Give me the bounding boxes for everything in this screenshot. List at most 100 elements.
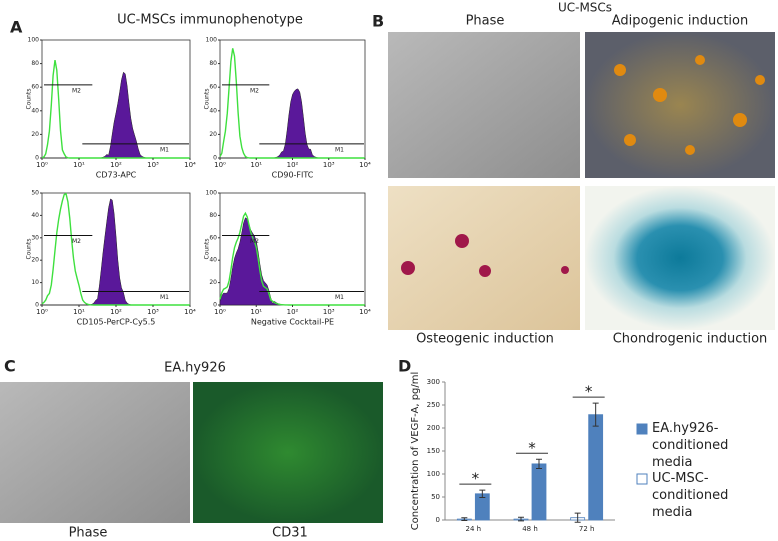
x-tick-label: 10²: [287, 161, 299, 169]
y-tick-label: 50: [31, 190, 39, 197]
y-tick-label: 60: [209, 84, 217, 91]
x-tick-label: 10²: [110, 308, 122, 316]
x-tick-label: 10²: [110, 161, 122, 169]
significance-label: *: [585, 383, 593, 401]
micrograph: [193, 382, 383, 523]
legend-entry: EA.hy926-conditioned media: [652, 421, 729, 470]
y-axis-label: Counts: [26, 89, 33, 110]
x-tick-label: 72 h: [579, 525, 595, 533]
x-tick-label: 10⁰: [214, 161, 226, 169]
lipid-droplets: [614, 55, 765, 155]
y-tick-label: 60: [209, 234, 217, 241]
y-tick-label: 0: [213, 302, 217, 309]
y-tick-label: 100: [28, 37, 40, 44]
micrograph: [388, 32, 580, 178]
y-tick-label: 100: [206, 37, 218, 44]
micrograph: [0, 382, 190, 523]
gate-label: M2: [250, 238, 259, 245]
y-tick-label: 20: [209, 131, 217, 138]
y-tick-label: 20: [31, 257, 39, 264]
gate-label: M2: [250, 87, 259, 94]
image-label: Phase: [466, 14, 505, 29]
x-tick-label: 24 h: [466, 525, 482, 533]
x-tick-label: 10⁴: [184, 308, 196, 316]
y-tick-label: 40: [31, 107, 39, 114]
gate-label: M2: [72, 87, 81, 94]
y-tick-label: 30: [31, 234, 39, 241]
image-label: Phase: [69, 526, 108, 541]
mineral-nodules: [401, 234, 569, 277]
x-tick-label: 10⁰: [36, 161, 48, 169]
x-tick-label: 10³: [323, 161, 335, 169]
gate-label: M1: [335, 294, 344, 301]
panel-letter: B: [372, 12, 384, 31]
error-bar: [479, 489, 486, 498]
gate-label: M1: [160, 146, 169, 153]
error-bar: [574, 512, 581, 523]
y-tick-label: 80: [209, 212, 217, 219]
error-bar: [461, 517, 468, 521]
significance-label: *: [472, 470, 480, 488]
y-tick-label: 150: [427, 447, 440, 455]
y-tick-label: 0: [436, 516, 440, 524]
histogram: [42, 198, 190, 306]
y-tick-label: 60: [31, 84, 39, 91]
significance-label: *: [528, 439, 536, 457]
x-axis-label: CD73-APC: [96, 171, 137, 180]
error-bar: [518, 516, 524, 522]
x-tick-label: 10⁴: [359, 308, 371, 316]
y-tick-label: 300: [427, 378, 440, 386]
panel-title: EA.hy926: [164, 361, 226, 376]
error-bar: [592, 402, 599, 427]
x-tick-label: 10⁰: [214, 308, 226, 316]
panel-title: UC-MSCs immunophenotype: [117, 13, 303, 28]
y-tick-label: 100: [206, 190, 218, 197]
panel-title: UC-MSCs: [558, 1, 612, 15]
legend-swatch: [636, 423, 648, 435]
y-axis-label: Counts: [204, 89, 211, 110]
bar: [588, 414, 604, 521]
x-axis-label: Negative Cocktail-PE: [251, 318, 334, 327]
y-tick-label: 40: [209, 107, 217, 114]
x-axis-label: CD90-FITC: [272, 171, 314, 180]
y-axis-label: Concentration of VEGF-A, pg/ml: [410, 372, 421, 531]
y-tick-label: 200: [427, 424, 440, 432]
y-tick-label: 0: [35, 155, 39, 162]
x-tick-label: 10³: [323, 308, 335, 316]
image-label: Osteogenic induction: [416, 332, 554, 347]
gate-label: M1: [160, 294, 169, 301]
micrograph: [388, 186, 580, 330]
x-tick-label: 10¹: [73, 161, 85, 169]
x-tick-label: 10¹: [250, 308, 262, 316]
x-tick-label: 10⁴: [184, 161, 196, 169]
x-tick-label: 10³: [147, 161, 159, 169]
error-bar: [536, 458, 542, 469]
y-tick-label: 100: [427, 470, 440, 478]
y-tick-label: 10: [31, 279, 39, 286]
image-label: Adipogenic induction: [612, 14, 749, 29]
x-tick-label: 10¹: [250, 161, 262, 169]
y-tick-label: 0: [213, 155, 217, 162]
gate-label: M1: [335, 146, 344, 153]
y-tick-label: 0: [35, 302, 39, 309]
legend-entry: UC-MSC-conditioned media: [652, 471, 729, 520]
y-axis-label: Counts: [26, 239, 33, 260]
x-tick-label: 48 h: [522, 525, 538, 533]
bar: [531, 463, 547, 521]
panel-letter: D: [398, 357, 411, 376]
gate-label: M2: [72, 238, 81, 245]
y-tick-label: 20: [209, 279, 217, 286]
legend-swatch: [636, 473, 648, 485]
image-label: CD31: [272, 526, 308, 541]
x-tick-label: 10¹: [73, 308, 85, 316]
x-tick-label: 10⁴: [359, 161, 371, 169]
y-tick-label: 20: [31, 131, 39, 138]
y-tick-label: 40: [31, 212, 39, 219]
y-axis-label: Counts: [204, 239, 211, 260]
y-tick-label: 40: [209, 257, 217, 264]
y-tick-label: 50: [431, 493, 440, 501]
micrograph: [585, 32, 775, 178]
y-tick-label: 80: [31, 60, 39, 67]
